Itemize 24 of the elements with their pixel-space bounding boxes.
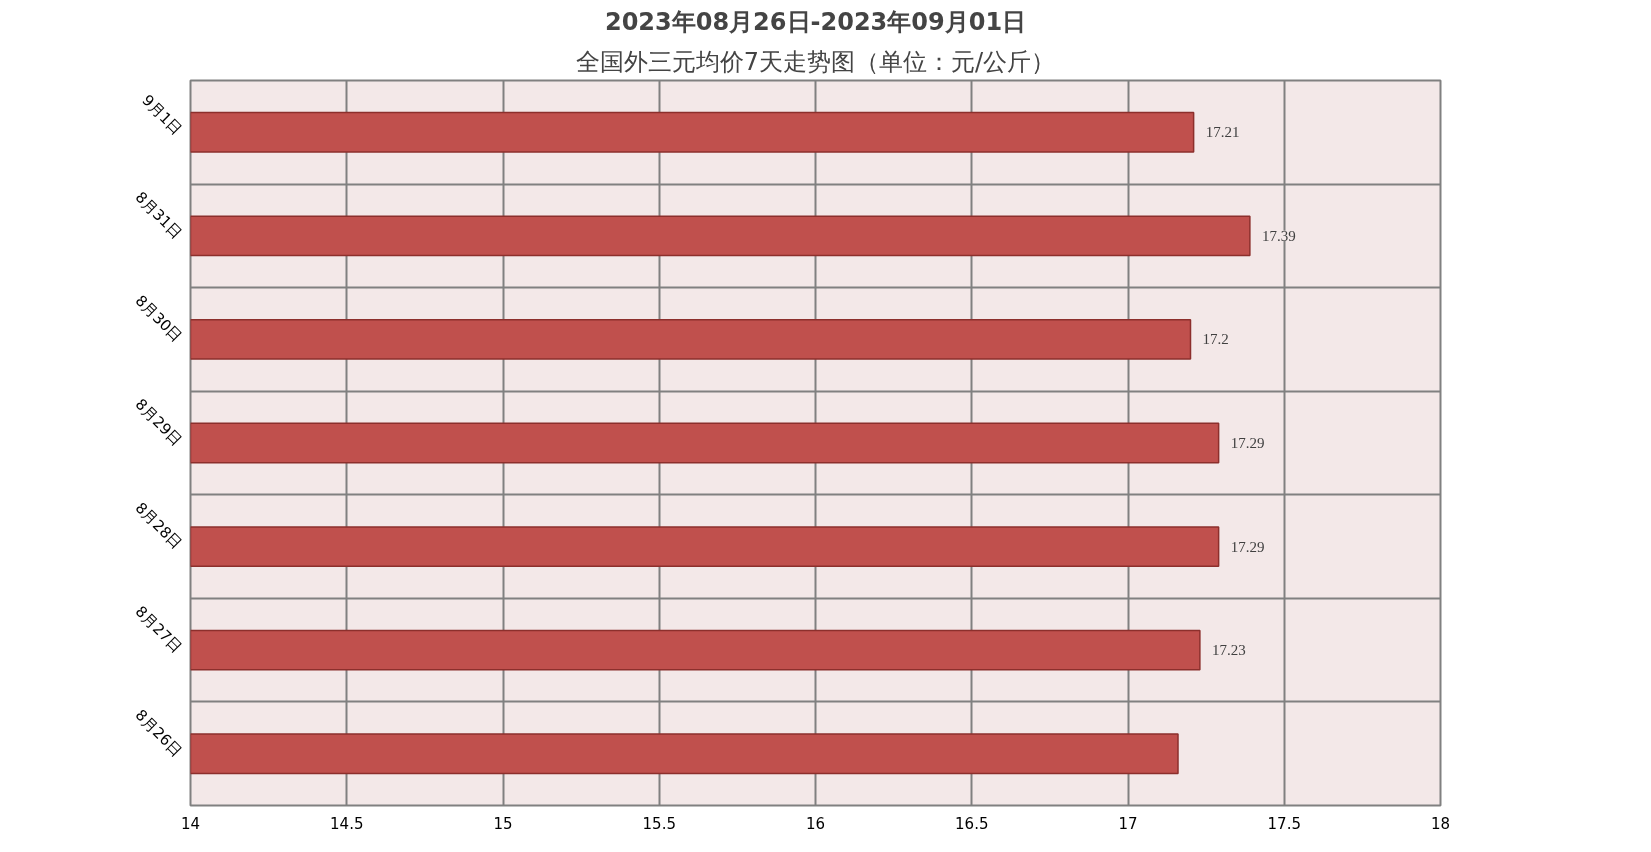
data-label: 17.29: [1230, 538, 1265, 555]
data-label: 17.23: [1211, 642, 1246, 659]
data-label: 17.21: [1205, 124, 1240, 141]
x-tick-label: 16: [805, 814, 826, 833]
y-tick-label: 8月28日: [131, 498, 186, 553]
data-label: 17.2: [1202, 331, 1229, 348]
x-tick-label: 15.5: [642, 814, 676, 833]
y-tick-label: 9月1日: [138, 91, 186, 139]
y-tick-label: 8月27日: [131, 602, 186, 657]
x-tick-label: 14: [180, 814, 201, 833]
x-tick-label: 17: [1118, 814, 1138, 833]
y-tick-label: 8月30日: [131, 291, 186, 346]
x-tick-label: 18: [1430, 814, 1451, 833]
x-tick-label: 16.5: [955, 814, 989, 833]
chart-subtitle: 全国外三元均价7天走势图（单位：元/公斤）: [575, 47, 1056, 76]
x-tick-label: 15: [493, 814, 513, 833]
x-tick-label: 17.5: [1267, 814, 1301, 833]
data-label: 17.39: [1261, 227, 1296, 244]
y-tick-label: 8月31日: [131, 188, 186, 243]
x-tick-label: 14.5: [330, 814, 364, 833]
y-tick-label: 8月26日: [131, 705, 186, 761]
y-tick-label: 8月29日: [131, 395, 186, 450]
chart-title: 2023年08月26日-2023年09月01日: [604, 7, 1027, 36]
data-label: 17.29: [1230, 435, 1265, 451]
